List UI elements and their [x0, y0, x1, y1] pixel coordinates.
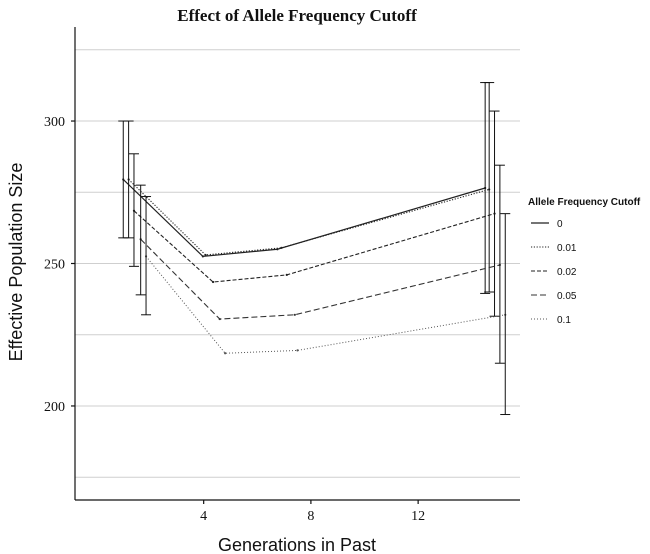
x-tick-label: 12 [411, 509, 425, 524]
legend-item-0.1: 0.1 [531, 315, 571, 326]
axis-layer: 200 250 300 4 8 12 [44, 27, 520, 524]
series-line [128, 179, 490, 256]
legend: Allele Frequency Cutoff 0 0.01 0.02 0.05 0.1 [528, 197, 641, 326]
data-point [201, 255, 204, 258]
y-tick-label: 250 [44, 258, 65, 273]
data-point [296, 349, 299, 352]
grid-layer [75, 49, 520, 478]
legend-item-0.05: 0.05 [531, 291, 577, 302]
legend-title: Allele Frequency Cutoff [528, 197, 641, 208]
data-point [218, 317, 221, 321]
legend-item-0.01: 0.01 [531, 243, 577, 254]
series-0.05 [135, 164, 505, 364]
series-line [122, 179, 486, 258]
legend-label: 0.1 [557, 315, 571, 326]
series-0.02 [128, 110, 500, 317]
series-line [140, 238, 501, 320]
legend-item-0: 0 [531, 219, 563, 230]
y-tick-label: 200 [44, 400, 65, 415]
x-tick-label: 8 [307, 509, 314, 524]
x-tick-label: 4 [200, 509, 207, 524]
y-axis-label: Effective Population Size [6, 163, 26, 362]
x-axis-label: Generations in Past [218, 535, 376, 554]
series-layer [118, 82, 511, 416]
data-point [204, 253, 207, 257]
y-tick-label: 300 [44, 115, 65, 130]
series-line [133, 210, 495, 283]
data-point [224, 352, 227, 355]
data-point [293, 313, 296, 316]
data-point [285, 273, 288, 276]
data-point [280, 246, 283, 249]
series-0.01 [123, 82, 495, 293]
series-0.1 [141, 196, 511, 416]
legend-label: 0.02 [557, 267, 577, 278]
legend-label: 0 [557, 219, 563, 230]
series-0 [118, 82, 491, 294]
data-point [211, 280, 215, 284]
series-line [145, 256, 506, 354]
chart-title: Effect of Allele Frequency Cutoff [177, 6, 417, 25]
legend-item-0.02: 0.02 [531, 267, 577, 278]
legend-label: 0.05 [557, 291, 577, 302]
legend-label: 0.01 [557, 243, 577, 254]
